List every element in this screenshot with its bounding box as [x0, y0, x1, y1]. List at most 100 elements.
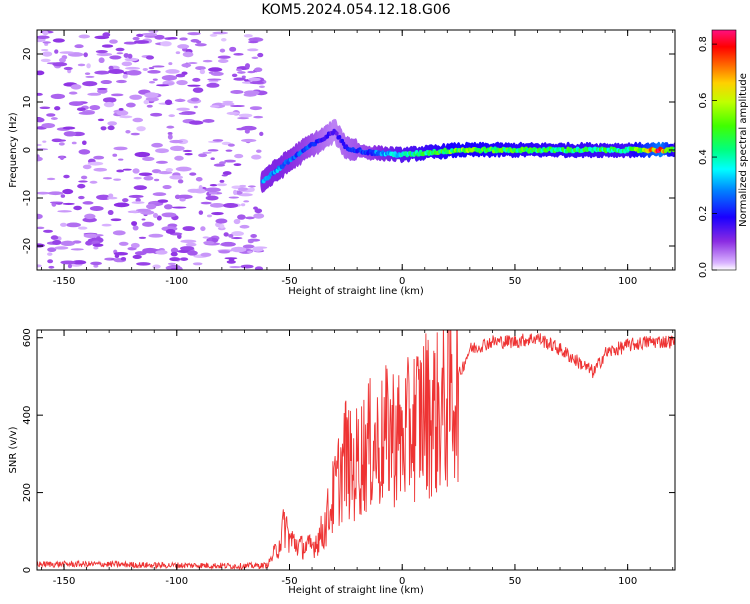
- spectrogram-noise-blob: [219, 179, 225, 183]
- spectrogram-noise-blob: [256, 149, 262, 153]
- spectrogram-noise-blob: [247, 185, 256, 188]
- spectrogram-noise-blob: [184, 152, 193, 156]
- spectrogram-noise-blob: [224, 159, 237, 163]
- spectrogram-noise-blob: [231, 231, 244, 237]
- spectrogram-noise-blob: [219, 48, 226, 53]
- spectrogram-noise-blob: [124, 57, 139, 62]
- spectrogram-noise-blob: [207, 78, 222, 81]
- spectrogram-noise-blob: [95, 50, 108, 54]
- spectrogram-noise-blob: [240, 264, 254, 269]
- spectrogram-noise-blob: [209, 33, 218, 37]
- spectrogram-noise-blob: [63, 66, 73, 71]
- spectrogram-noise-blob: [229, 265, 242, 269]
- spectrogram-noise-blob: [221, 174, 228, 177]
- spectrogram-noise-blob: [223, 232, 229, 237]
- spectrogram-noise-blob: [215, 218, 228, 224]
- spectrogram-noise-blob: [217, 55, 231, 59]
- spectrogram-noise-blob: [199, 69, 206, 75]
- spectrogram-noise-blob: [168, 62, 173, 66]
- spectrogram-noise-blob: [63, 174, 70, 179]
- spectrogram-noise-blob: [118, 108, 124, 111]
- spectrogram-noise-blob: [233, 53, 244, 56]
- spectrogram-noise-blob: [68, 101, 84, 106]
- spectrogram-noise-blob: [213, 163, 226, 167]
- spectrogram-noise-blob: [188, 120, 204, 125]
- spectrogram-noise-blob: [247, 70, 256, 74]
- snr-ytick-label: 400: [22, 406, 33, 425]
- spectrogram-marks: [37, 30, 675, 270]
- spectrogram-noise-blob: [37, 92, 43, 96]
- spectrogram-noise-blob: [54, 106, 61, 111]
- colorbar-gradient: [712, 30, 736, 270]
- spectrogram-noise-blob: [237, 71, 246, 74]
- spectrogram-noise-blob: [155, 160, 168, 164]
- spectrogram-noise-blob: [193, 105, 198, 109]
- spectrogram-noise-blob: [225, 149, 233, 152]
- spectrogram-noise-blob: [222, 100, 234, 104]
- spectrogram-noise-blob: [78, 195, 85, 200]
- spectrogram-noise-blob: [172, 206, 187, 209]
- spectrogram-noise-blob: [174, 194, 181, 200]
- figure-title: KOM5.2024.054.12.18.G06: [261, 2, 450, 18]
- spectrogram-noise-blob: [87, 161, 104, 166]
- spectrogram-noise-blob: [217, 59, 229, 64]
- spectrogram-noise-blob: [156, 84, 170, 87]
- spectrogram-noise-blob: [96, 194, 112, 201]
- spectrogram-noise-blob: [100, 126, 107, 131]
- spectrogram-noise-blob: [187, 32, 201, 36]
- spectrogram-noise-blob: [78, 111, 95, 115]
- spectrogram-noise-blob: [135, 208, 151, 212]
- spectrogram-noise-blob: [231, 237, 243, 240]
- spectrogram-noise-blob: [89, 180, 98, 184]
- snr-xtick-label: -150: [53, 576, 76, 587]
- spectrogram-noise-blob: [152, 78, 158, 81]
- spectrogram-noise-blob: [123, 41, 137, 45]
- spectrogram-noise-blob: [249, 106, 263, 111]
- spectrogram-noise-blob: [174, 98, 186, 102]
- spectrogram-noise-blob: [142, 67, 148, 71]
- spectrogram-noise-blob: [185, 242, 197, 247]
- spectrogram-noise-blob: [130, 242, 140, 249]
- spectrogram-noise-blob: [244, 129, 250, 134]
- spectrogram-noise-blob: [189, 172, 197, 176]
- spectrogram-noise-blob: [121, 61, 133, 67]
- spectrogram-noise-blob: [132, 36, 140, 41]
- spectrogram-noise-blob: [253, 206, 258, 210]
- spectrogram-ytick-label: -20: [22, 238, 33, 254]
- spectrogram-noise-blob: [203, 240, 215, 245]
- colorbar-label: Normalized spectral amplitude: [738, 73, 749, 227]
- spectrogram-noise-blob: [179, 37, 188, 41]
- spectrogram-noise-blob: [163, 204, 173, 210]
- spectrogram-noise-blob: [54, 49, 59, 54]
- spectrogram-noise-blob: [82, 140, 87, 146]
- spectrogram-noise-blob: [123, 53, 130, 58]
- spectrogram-noise-blob: [177, 44, 190, 49]
- spectrogram-noise-blob: [76, 107, 86, 112]
- spectrogram-noise-blob: [145, 55, 155, 60]
- spectrogram-noise-blob: [220, 37, 227, 42]
- spectrogram-noise-blob: [180, 246, 195, 251]
- spectrogram-noise-blob: [148, 233, 164, 238]
- spectrogram-noise-blob: [167, 37, 178, 40]
- spectrogram-noise-blob: [228, 196, 240, 199]
- spectrogram-xtick-label: 50: [509, 276, 522, 287]
- spectrogram-noise-blob: [230, 246, 247, 253]
- spectrogram-noise-blob: [161, 212, 177, 218]
- spectrogram-noise-blob: [66, 222, 81, 228]
- spectrogram-noise-blob: [113, 202, 130, 208]
- spectrogram-noise-blob: [41, 48, 49, 52]
- spectrogram-noise-blob: [233, 189, 238, 196]
- spectrogram-noise-blob: [120, 257, 127, 261]
- spectrogram-noise-blob: [54, 246, 69, 250]
- snr-frame: [36, 329, 676, 571]
- spectrogram-noise-blob: [226, 260, 236, 264]
- spectrogram-noise-blob: [71, 141, 77, 145]
- spectrogram-noise-blob: [63, 131, 77, 137]
- spectrogram-noise-blob: [47, 252, 53, 256]
- spectrogram-noise-blob: [153, 178, 160, 182]
- spectrogram-noise-blob: [160, 41, 172, 47]
- spectrogram-noise-blob: [168, 114, 176, 118]
- snr-xlabel: Height of straight line (km): [288, 585, 424, 596]
- spectrogram-noise-blob: [182, 51, 194, 58]
